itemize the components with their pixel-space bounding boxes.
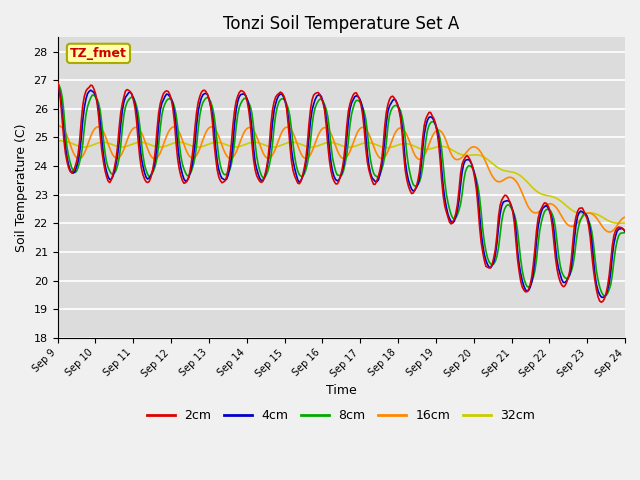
Legend: 2cm, 4cm, 8cm, 16cm, 32cm: 2cm, 4cm, 8cm, 16cm, 32cm bbox=[142, 404, 540, 427]
X-axis label: Time: Time bbox=[326, 384, 356, 397]
Y-axis label: Soil Temperature (C): Soil Temperature (C) bbox=[15, 123, 28, 252]
Text: TZ_fmet: TZ_fmet bbox=[70, 47, 127, 60]
Title: Tonzi Soil Temperature Set A: Tonzi Soil Temperature Set A bbox=[223, 15, 460, 33]
